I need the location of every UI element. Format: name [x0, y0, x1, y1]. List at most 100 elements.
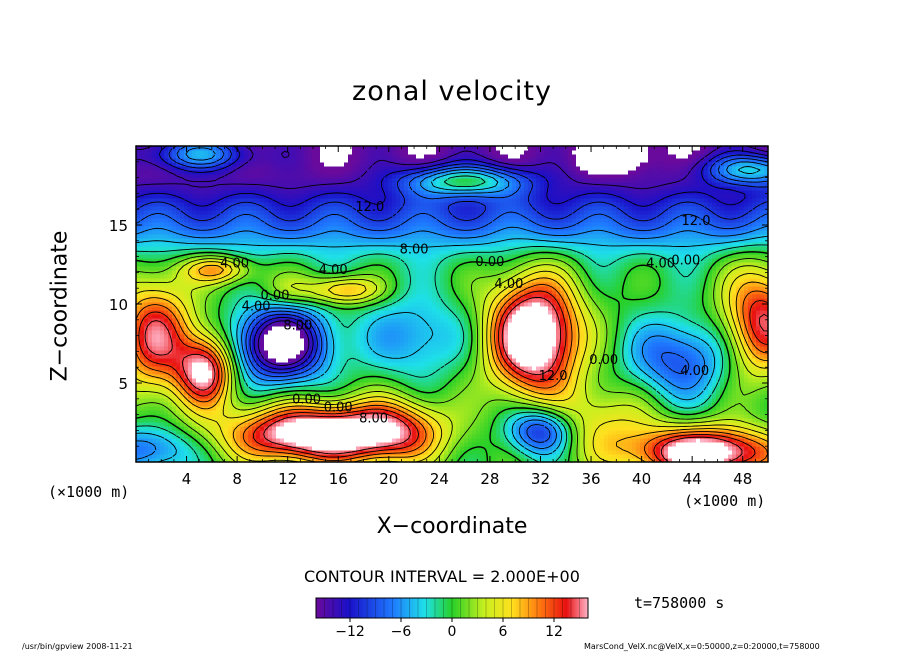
heatmap-cell: [384, 362, 389, 367]
heatmap-cell: [204, 342, 209, 347]
heatmap-cell: [452, 370, 457, 375]
heatmap-cell: [264, 334, 269, 339]
heatmap-cell: [208, 402, 213, 407]
heatmap-cell: [252, 390, 257, 395]
heatmap-cell: [384, 358, 389, 363]
heatmap-cell: [296, 342, 301, 347]
heatmap-cell: [512, 398, 517, 403]
heatmap-cell: [152, 366, 157, 371]
heatmap-cell: [684, 454, 689, 459]
heatmap-cell: [692, 442, 697, 447]
heatmap-cell: [516, 374, 521, 379]
heatmap-cell: [472, 426, 477, 431]
heatmap-cell: [348, 334, 353, 339]
heatmap-cell: [440, 354, 445, 359]
heatmap-cell: [256, 454, 261, 459]
heatmap-cell: [656, 454, 661, 459]
heatmap-cell: [764, 406, 768, 411]
heatmap-cell: [724, 366, 729, 371]
heatmap-cell: [680, 362, 685, 367]
heatmap-cell: [260, 358, 265, 363]
heatmap-cell: [484, 382, 489, 387]
heatmap-cell: [428, 370, 433, 375]
heatmap-cell: [464, 422, 469, 427]
heatmap-cell: [160, 414, 165, 419]
heatmap-cell: [680, 354, 685, 359]
heatmap-cell: [516, 450, 521, 455]
heatmap-cell: [284, 386, 289, 391]
heatmap-cell: [680, 414, 685, 419]
heatmap-cell: [408, 362, 413, 367]
heatmap-cell: [596, 390, 601, 395]
heatmap-cell: [364, 418, 369, 423]
heatmap-cell: [700, 350, 705, 355]
heatmap-cell: [284, 422, 289, 427]
heatmap-cell: [156, 454, 161, 459]
heatmap-cell: [476, 458, 481, 462]
heatmap-cell: [748, 386, 753, 391]
heatmap-cell: [736, 430, 741, 435]
heatmap-cell: [180, 398, 185, 403]
heatmap-cell: [208, 418, 213, 423]
heatmap-cell: [580, 434, 585, 439]
heatmap-cell: [156, 422, 161, 427]
heatmap-cell: [204, 458, 209, 462]
heatmap-cell: [160, 354, 165, 359]
heatmap-cell: [540, 338, 545, 343]
heatmap-cell: [136, 426, 141, 431]
heatmap-cell: [272, 402, 277, 407]
heatmap-cell: [432, 426, 437, 431]
heatmap-cell: [260, 334, 265, 339]
heatmap-cell: [636, 374, 641, 379]
heatmap-cell: [668, 366, 673, 371]
heatmap-cell: [556, 386, 561, 391]
heatmap-cell: [284, 430, 289, 435]
heatmap-cell: [152, 374, 157, 379]
heatmap-cell: [652, 426, 657, 431]
heatmap-cell: [452, 366, 457, 371]
heatmap-cell: [336, 406, 341, 411]
heatmap-cell: [676, 458, 681, 462]
heatmap-cell: [332, 350, 337, 355]
heatmap-cell: [760, 422, 765, 427]
heatmap-cell: [728, 386, 733, 391]
heatmap-cell: [444, 370, 449, 375]
heatmap-cell: [256, 386, 261, 391]
heatmap-cell: [324, 374, 329, 379]
heatmap-cell: [204, 422, 209, 427]
heatmap-cell: [756, 450, 761, 455]
heatmap-cell: [476, 334, 481, 339]
heatmap-cell: [724, 358, 729, 363]
heatmap-cell: [420, 382, 425, 387]
heatmap-cell: [436, 446, 441, 451]
heatmap-cell: [504, 394, 509, 399]
heatmap-cell: [608, 346, 613, 351]
heatmap-cell: [548, 354, 553, 359]
heatmap-cell: [540, 370, 545, 375]
heatmap-cell: [144, 394, 149, 399]
heatmap-cell: [624, 434, 629, 439]
heatmap-cell: [640, 442, 645, 447]
heatmap-cell: [176, 418, 181, 423]
heatmap-cell: [204, 386, 209, 391]
heatmap-cell: [312, 446, 317, 451]
heatmap-cell: [516, 394, 521, 399]
heatmap-cell: [256, 418, 261, 423]
heatmap-cell: [460, 430, 465, 435]
heatmap-cell: [328, 426, 333, 431]
heatmap-cell: [404, 374, 409, 379]
heatmap-cell: [652, 438, 657, 443]
heatmap-cell: [372, 418, 377, 423]
heatmap-cell: [532, 442, 537, 447]
heatmap-cell: [384, 458, 389, 462]
heatmap-cell: [760, 402, 765, 407]
heatmap-cell: [340, 370, 345, 375]
heatmap-cell: [376, 354, 381, 359]
heatmap-cell: [240, 434, 245, 439]
heatmap-cell: [388, 366, 393, 371]
heatmap-cell: [156, 450, 161, 455]
heatmap-cell: [316, 354, 321, 359]
heatmap-cell: [236, 386, 241, 391]
heatmap-cell: [144, 422, 149, 427]
heatmap-cell: [144, 418, 149, 423]
